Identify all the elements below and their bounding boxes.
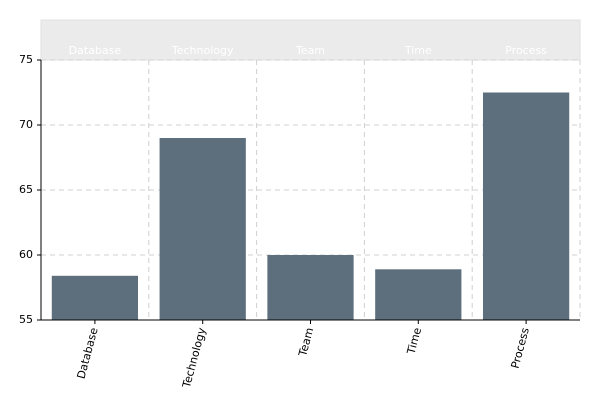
- strip-label: Technology: [171, 44, 234, 57]
- x-tick-label: Technology: [180, 326, 209, 390]
- strip-label: Time: [404, 44, 432, 57]
- x-tick-label: Time: [404, 326, 424, 357]
- bar: [159, 138, 246, 320]
- y-tick-label: 65: [19, 183, 33, 196]
- y-tick-label: 60: [19, 248, 33, 261]
- y-tick-label: 55: [19, 313, 33, 326]
- bar: [375, 269, 462, 320]
- strip-label: Process: [505, 44, 547, 57]
- bar: [482, 92, 570, 320]
- x-tick-label: Database: [75, 326, 101, 380]
- x-tick-label: Process: [509, 326, 532, 370]
- y-tick-label: 75: [19, 53, 33, 66]
- strip-label: Database: [69, 44, 122, 57]
- y-tick-label: 70: [19, 118, 33, 131]
- bar: [267, 255, 354, 320]
- strip-label: Team: [295, 44, 325, 57]
- bar: [51, 275, 139, 320]
- x-tick-label: Team: [296, 326, 316, 358]
- header-strip: [40, 19, 581, 61]
